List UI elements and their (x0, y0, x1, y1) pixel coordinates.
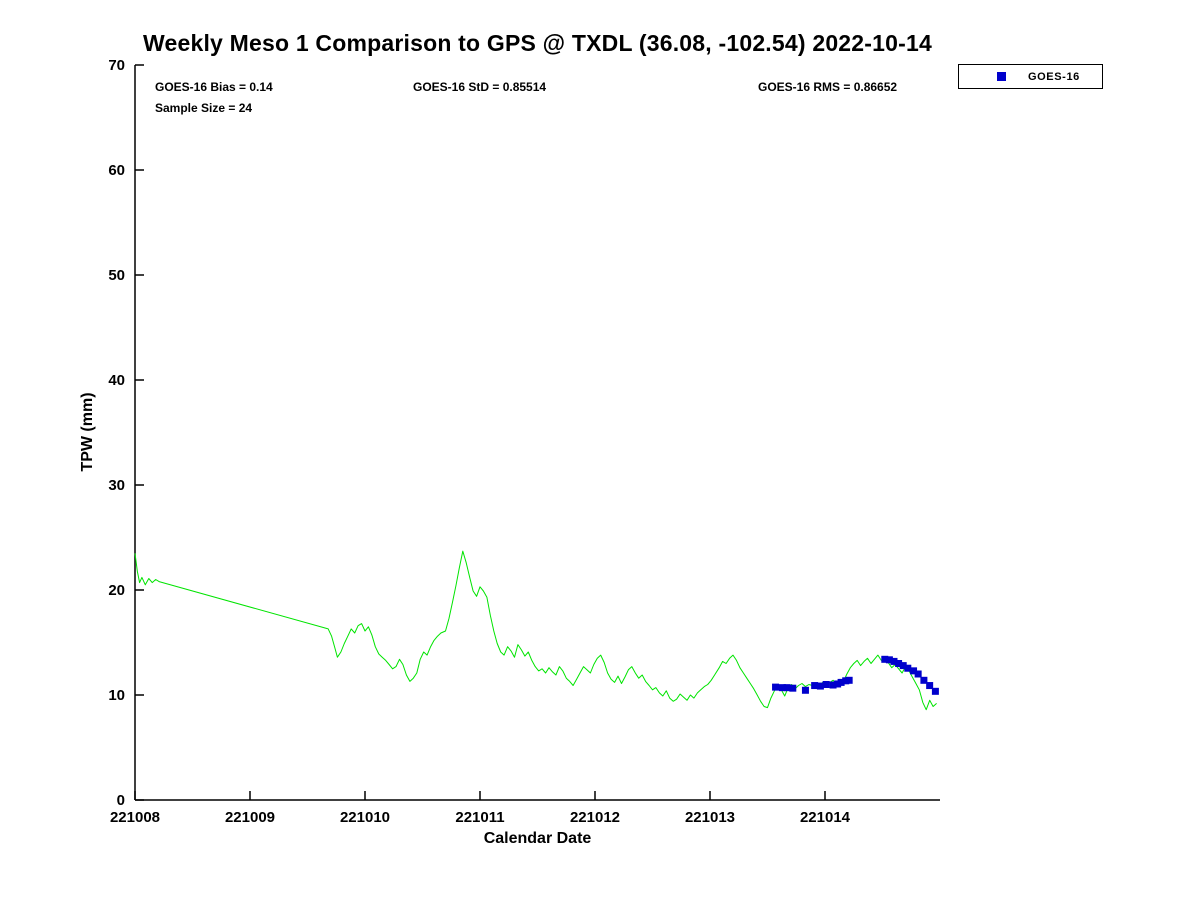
x-tick-label: 221009 (225, 809, 275, 826)
goes16-marker-icon (811, 682, 819, 690)
goes16-marker-icon (926, 682, 934, 690)
y-tick-label: 30 (108, 477, 125, 494)
x-tick-label: 221010 (340, 809, 390, 826)
goes16-marker-icon (783, 684, 791, 692)
y-tick-label: 70 (108, 57, 125, 74)
y-tick-label: 50 (108, 267, 125, 284)
goes16-marker-icon (829, 681, 837, 689)
y-tick-label: 20 (108, 582, 125, 599)
stat-sample-size: Sample Size = 24 (155, 101, 253, 115)
goes16-marker-icon (910, 667, 918, 675)
stat-rms: GOES-16 RMS = 0.86652 (758, 80, 898, 94)
goes16-marker-icon (881, 655, 889, 663)
y-tick-label: 60 (108, 162, 125, 179)
y-tick-label: 10 (108, 687, 125, 704)
goes16-marker-icon (914, 670, 922, 678)
chart-title: Weekly Meso 1 Comparison to GPS @ TXDL (… (143, 30, 932, 56)
y-tick-label: 0 (117, 792, 125, 809)
goes16-marker-icon (899, 662, 907, 670)
x-tick-label: 221011 (455, 809, 504, 826)
goes16-marker-icon (801, 686, 809, 694)
goes16-marker-swatch-icon (997, 72, 1006, 81)
legend-label-goes16: GOES-16 (1028, 70, 1080, 83)
goes16-marker-icon (885, 656, 893, 664)
stat-std: GOES-16 StD = 0.85514 (413, 80, 547, 94)
goes16-marker-icon (837, 678, 845, 686)
goes16-marker-icon (920, 676, 928, 684)
x-tick-label: 221008 (110, 809, 160, 826)
goes16-marker-icon (890, 657, 898, 665)
goes16-marker-icon (845, 676, 853, 684)
goes16-marker-icon (778, 684, 786, 692)
goes16-marker-icon (931, 687, 939, 695)
goes16-marker-icon (904, 664, 912, 672)
goes16-marker-icon (772, 683, 780, 691)
x-tick-label: 221013 (685, 809, 735, 826)
goes16-marker-icon (789, 684, 797, 692)
goes16-marker-icon (895, 660, 903, 667)
stat-bias: GOES-16 Bias = 0.14 (155, 80, 273, 94)
x-tick-label: 221012 (570, 809, 620, 826)
y-tick-label: 40 (108, 372, 125, 389)
x-axis-label: Calendar Date (483, 830, 592, 847)
x-tick-label: 221014 (800, 809, 851, 826)
goes16-marker-icon (822, 681, 830, 688)
goes16-marker-icon (816, 682, 824, 690)
legend: GOES-16 (958, 64, 1103, 89)
